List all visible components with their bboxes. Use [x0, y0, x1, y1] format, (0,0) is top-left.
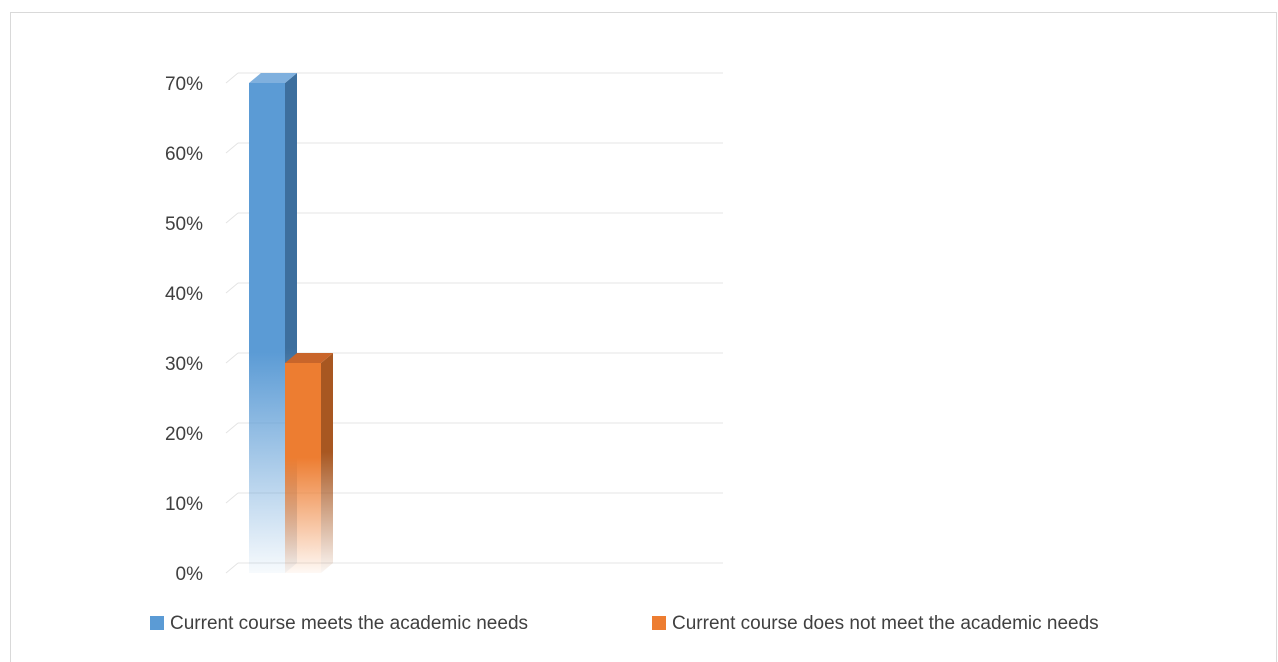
y-tick-label: 10% — [165, 494, 203, 515]
legend-label: Current course does not meet the academi… — [672, 613, 1099, 634]
gridline-depth — [225, 212, 239, 224]
y-tick-label: 50% — [165, 214, 203, 235]
bar-front — [249, 83, 285, 573]
bar-side — [321, 353, 333, 573]
legend-item: Current course meets the academic needs — [150, 613, 528, 634]
bar-top — [285, 353, 333, 363]
y-tick-label: 60% — [165, 144, 203, 165]
y-tick-label: 20% — [165, 424, 203, 445]
legend-swatch — [150, 616, 164, 630]
chart-frame — [10, 12, 1277, 662]
gridline-depth — [225, 72, 239, 84]
y-tick-label: 70% — [165, 74, 203, 95]
y-axis: 0% 10% 20% 30% 40% 50% 60% 70% — [165, 74, 203, 585]
legend-item: Current course does not meet the academi… — [652, 613, 1099, 634]
bar-top — [249, 73, 297, 83]
gridline-depth — [225, 492, 239, 504]
bar-front — [285, 363, 321, 573]
y-tick-label: 30% — [165, 354, 203, 375]
gridline-depth — [225, 562, 239, 574]
gridline-depth — [225, 352, 239, 364]
gridline-depth — [225, 142, 239, 154]
bars — [249, 73, 333, 573]
y-tick-label: 0% — [176, 564, 204, 585]
gridline-depth — [225, 282, 239, 294]
legend-swatch — [652, 616, 666, 630]
y-tick-label: 40% — [165, 284, 203, 305]
gridline-depth — [225, 422, 239, 434]
legend-label: Current course meets the academic needs — [170, 613, 528, 634]
legend: Current course meets the academic needs C… — [150, 613, 1099, 634]
bar-does-not-meet-needs — [285, 353, 333, 573]
